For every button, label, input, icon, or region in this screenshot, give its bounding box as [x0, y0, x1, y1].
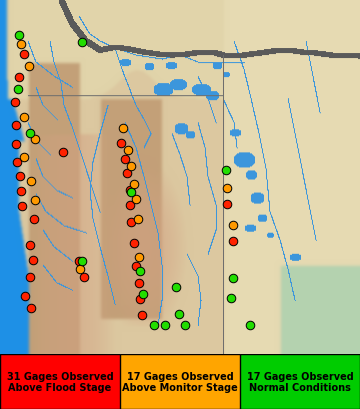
Point: [230, 276, 236, 282]
FancyBboxPatch shape: [120, 354, 240, 409]
Point: [120, 126, 126, 133]
Point: [247, 321, 253, 328]
Point: [81, 274, 86, 281]
Point: [28, 305, 33, 311]
Point: [27, 274, 32, 281]
Point: [139, 312, 145, 319]
Point: [16, 74, 22, 81]
Point: [174, 284, 179, 290]
Point: [76, 258, 82, 264]
Point: [136, 280, 141, 286]
Point: [223, 167, 229, 174]
Point: [183, 321, 188, 328]
Point: [22, 293, 28, 300]
Point: [140, 291, 146, 298]
Point: [60, 150, 66, 156]
Point: [127, 202, 133, 209]
Point: [228, 294, 234, 301]
Point: [31, 216, 37, 222]
Point: [22, 154, 27, 161]
Point: [137, 268, 143, 275]
Text: 17 Gages Observed
Above Monitor Stage: 17 Gages Observed Above Monitor Stage: [122, 371, 238, 392]
Point: [27, 243, 32, 249]
Point: [176, 311, 182, 317]
Point: [129, 189, 134, 196]
Point: [151, 321, 157, 328]
Point: [22, 114, 27, 121]
FancyBboxPatch shape: [240, 354, 360, 409]
Point: [162, 321, 168, 328]
Text: 31 Gages Observed
Above Flood Stage: 31 Gages Observed Above Flood Stage: [6, 371, 113, 392]
Point: [79, 40, 85, 47]
Point: [15, 87, 21, 94]
Point: [133, 197, 139, 203]
Point: [138, 296, 143, 302]
Point: [136, 254, 141, 261]
Point: [133, 263, 139, 269]
Point: [79, 258, 85, 264]
Point: [230, 222, 236, 229]
Point: [131, 182, 137, 188]
Point: [129, 163, 134, 170]
Point: [230, 238, 236, 245]
Point: [22, 52, 27, 58]
Point: [122, 156, 128, 162]
Point: [118, 140, 123, 146]
Point: [27, 130, 32, 137]
Point: [125, 147, 131, 154]
Point: [30, 257, 36, 263]
Point: [14, 160, 20, 166]
Point: [19, 204, 24, 210]
Point: [28, 178, 33, 184]
Point: [13, 142, 19, 148]
Point: [224, 185, 230, 191]
Point: [13, 122, 19, 129]
Text: 17 Gages Observed
Normal Conditions: 17 Gages Observed Normal Conditions: [247, 371, 354, 392]
Point: [18, 188, 24, 194]
Point: [224, 201, 230, 208]
FancyBboxPatch shape: [0, 354, 120, 409]
Point: [124, 171, 130, 178]
Point: [17, 173, 23, 180]
Point: [12, 99, 18, 106]
Point: [77, 265, 83, 272]
Point: [16, 33, 22, 39]
Point: [26, 63, 32, 70]
Point: [18, 42, 24, 49]
Point: [127, 187, 132, 193]
Point: [32, 137, 38, 143]
Point: [131, 240, 137, 247]
Point: [129, 219, 134, 225]
Point: [32, 198, 38, 204]
Point: [135, 216, 140, 222]
